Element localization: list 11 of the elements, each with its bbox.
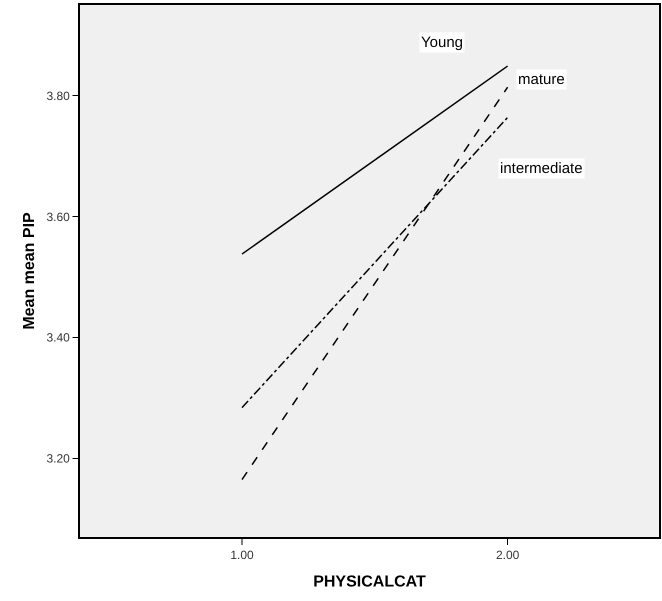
x-tick-label: 2.00: [496, 548, 520, 562]
y-tick-label: 3.40: [46, 330, 70, 345]
text: Young: [421, 34, 463, 51]
series-label: intermediate: [500, 160, 583, 177]
series-label: mature: [518, 71, 565, 88]
y-tick-label: 3.80: [46, 88, 70, 103]
y-tick-label: 3.20: [46, 452, 70, 466]
y-tick-label: 3.60: [46, 210, 70, 224]
x-axis-title: PHYSICALCAT: [313, 573, 426, 590]
x-tick-label: 1.00: [230, 548, 254, 562]
y-axis-title: Mean mean PIP: [20, 212, 38, 330]
